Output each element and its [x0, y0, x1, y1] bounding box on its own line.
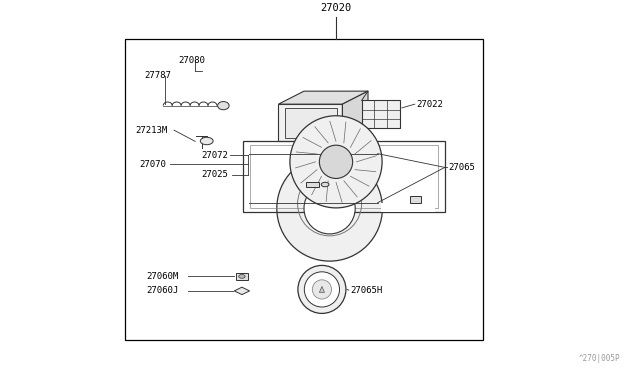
Bar: [243, 141, 445, 212]
Ellipse shape: [305, 272, 340, 307]
Polygon shape: [342, 91, 368, 141]
Ellipse shape: [298, 265, 346, 314]
Ellipse shape: [319, 145, 353, 179]
Bar: [250, 145, 438, 208]
Ellipse shape: [277, 155, 383, 261]
Text: 27065H: 27065H: [351, 286, 383, 295]
Circle shape: [239, 275, 245, 278]
Polygon shape: [278, 91, 368, 104]
Ellipse shape: [312, 280, 332, 299]
Text: 27072: 27072: [202, 151, 228, 160]
Text: 27213M: 27213M: [136, 126, 168, 135]
Text: 27025: 27025: [202, 170, 228, 179]
Text: 27065: 27065: [448, 163, 475, 172]
Polygon shape: [319, 286, 324, 292]
Text: 27060J: 27060J: [146, 286, 178, 295]
Circle shape: [200, 137, 213, 145]
Ellipse shape: [304, 183, 355, 234]
Text: 27020: 27020: [321, 3, 351, 13]
Text: 27070: 27070: [140, 160, 166, 169]
Ellipse shape: [290, 116, 382, 208]
Text: ^270|005P: ^270|005P: [579, 354, 621, 363]
Text: 27022: 27022: [416, 100, 443, 109]
Bar: [125, 39, 483, 340]
Text: 27787: 27787: [144, 71, 171, 80]
Bar: [236, 273, 248, 280]
Polygon shape: [234, 287, 250, 295]
Ellipse shape: [218, 102, 229, 110]
Bar: [410, 196, 421, 203]
Polygon shape: [381, 203, 435, 212]
Text: 27060M: 27060M: [146, 272, 178, 280]
Circle shape: [321, 182, 329, 187]
Polygon shape: [362, 100, 400, 128]
Bar: [306, 182, 319, 187]
Text: 27080: 27080: [178, 56, 205, 65]
Polygon shape: [278, 104, 342, 141]
Bar: [285, 108, 337, 138]
